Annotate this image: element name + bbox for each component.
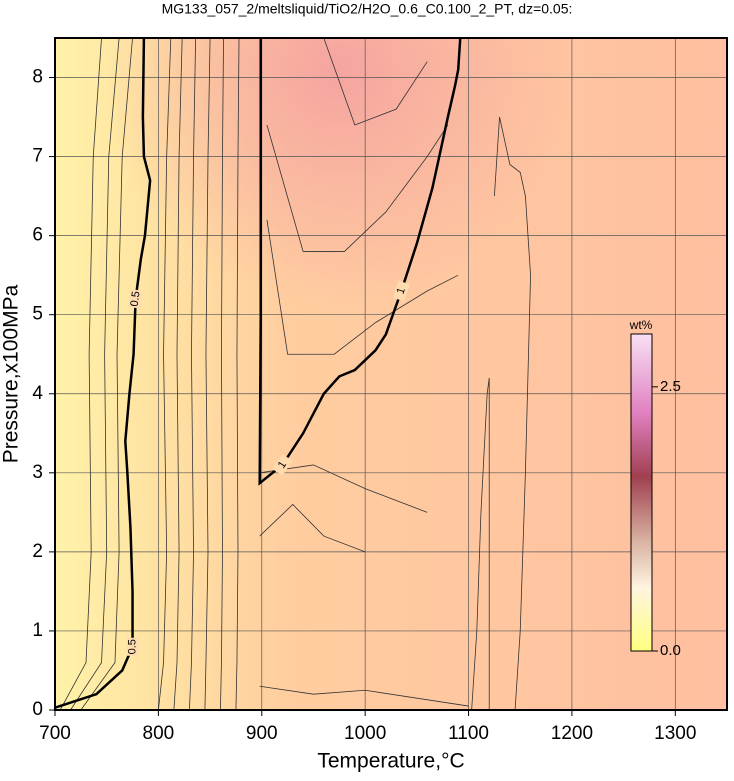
x-tick-label: 1300 xyxy=(654,723,696,744)
contour-line xyxy=(59,38,102,710)
x-tick-label: 1200 xyxy=(551,723,593,744)
contour-line xyxy=(259,503,366,553)
contour-line xyxy=(266,124,449,252)
contour-label-bg xyxy=(272,454,293,476)
chart-title: MG133_057_2/meltsliquid/TiO2/H2O_0.6_C0.… xyxy=(162,1,573,17)
x-tick-label: 900 xyxy=(246,723,278,744)
x-tick-label: 1000 xyxy=(344,723,386,744)
plot-shading xyxy=(55,38,727,710)
contour-label-bg xyxy=(128,289,143,309)
contour-line xyxy=(235,38,240,710)
contour-line xyxy=(220,38,224,710)
y-tick-label: 8 xyxy=(32,67,43,88)
contour-line xyxy=(189,38,197,710)
y-tick-label: 6 xyxy=(32,225,43,246)
colorbar-tick-label: 0.0 xyxy=(660,642,681,659)
contour-label-bg xyxy=(126,637,139,656)
y-tick-label: 4 xyxy=(32,383,43,404)
contour-line xyxy=(70,38,120,710)
contour-line xyxy=(204,38,211,710)
x-axis-label: Temperature,°C xyxy=(317,750,464,773)
contour-line xyxy=(80,38,133,710)
contour-label: 1 xyxy=(276,459,289,471)
x-tick-label: 800 xyxy=(143,723,175,744)
colorbar-title: wt% xyxy=(629,318,653,332)
contour-line xyxy=(266,219,459,355)
contour-label-bg xyxy=(392,280,410,302)
plot-frame xyxy=(54,37,728,711)
colorbar-tick-label: 2.5 xyxy=(660,378,681,395)
contour-line xyxy=(259,685,469,707)
x-tick-label: 1100 xyxy=(448,723,489,744)
colorbar xyxy=(630,333,653,652)
contour-label: 0.5 xyxy=(129,291,143,308)
y-tick-label: 1 xyxy=(32,620,43,641)
contour-line xyxy=(157,38,172,710)
contour-line xyxy=(173,38,183,710)
contour-line xyxy=(493,116,531,710)
y-axis-label: Pressure,x100MPa xyxy=(0,284,23,463)
x-tick-label: 700 xyxy=(39,723,71,744)
labeled-contour xyxy=(258,38,462,486)
y-tick-label: 0 xyxy=(32,699,43,720)
y-tick-label: 7 xyxy=(32,146,43,167)
y-tick-label: 2 xyxy=(32,541,43,562)
contour-label: 1 xyxy=(395,286,408,296)
contour-label: 0.5 xyxy=(126,639,138,654)
contour-line xyxy=(471,377,490,710)
y-tick-label: 3 xyxy=(32,462,43,483)
y-tick-label: 5 xyxy=(32,304,43,325)
contour-line xyxy=(323,38,428,126)
